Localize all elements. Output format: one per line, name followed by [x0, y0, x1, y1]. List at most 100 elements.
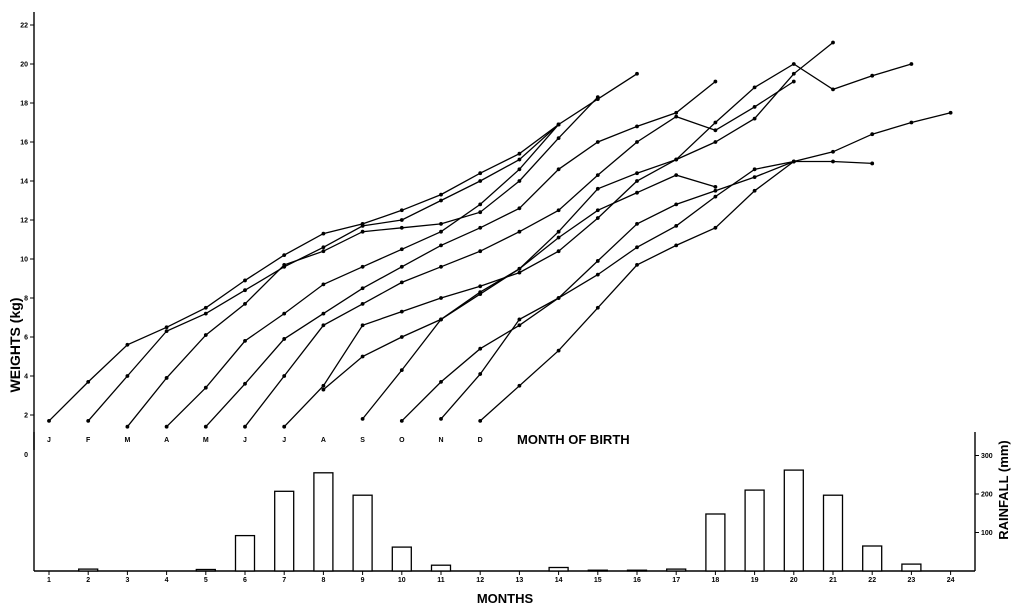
weight-data-point [125, 342, 130, 347]
weight-data-point [831, 149, 835, 154]
weight-series-5 [203, 79, 718, 429]
weight-data-point [595, 305, 600, 310]
weights-y-tick-label: 22 [20, 23, 28, 30]
rainfall-bar-16 [626, 569, 648, 572]
weight-data-point [321, 282, 326, 287]
weight-data-point [478, 202, 483, 207]
weight-data-point [282, 337, 287, 341]
weight-data-point [752, 105, 757, 109]
weight-data-point [399, 280, 404, 285]
weight-series-line [362, 174, 716, 420]
weight-data-point [399, 368, 404, 373]
weight-data-point [635, 222, 639, 226]
weight-data-point [517, 157, 522, 162]
weight-data-point [556, 296, 561, 300]
month-tick-label: 23 [908, 577, 916, 584]
weight-data-point [321, 383, 326, 388]
weight-data-point [360, 301, 365, 306]
month-tick-label: 14 [555, 577, 563, 584]
weight-data-point [282, 253, 287, 257]
weight-data-point [635, 171, 639, 176]
rainfall-bar-19 [744, 489, 765, 572]
weight-series-line [244, 80, 795, 428]
weight-data-point [282, 311, 287, 316]
weight-data-point [674, 114, 679, 119]
weight-data-point [439, 417, 443, 421]
weight-data-point [399, 309, 404, 314]
weights-y-tick-label: 18 [20, 101, 28, 108]
weight-data-point [635, 179, 639, 183]
weight-data-point [164, 325, 169, 330]
rainfall-bars-group [78, 469, 922, 572]
weight-data-point [203, 424, 208, 429]
weight-data-point [203, 385, 208, 390]
birth-month-label: J [47, 437, 51, 444]
weights-axes: 2 4 6 8 10 12 14 16 18 20 22 [20, 12, 35, 450]
weight-data-point [556, 249, 561, 254]
weight-data-point [321, 323, 326, 328]
weight-data-point [164, 329, 169, 334]
month-tick-label: 22 [868, 577, 876, 584]
month-tick-label: 17 [672, 577, 680, 584]
weight-data-point [86, 379, 91, 384]
weight-data-point [243, 288, 247, 293]
weight-data-point [399, 225, 404, 230]
weight-data-point [164, 376, 169, 380]
weight-data-point [870, 161, 875, 166]
weight-data-point [360, 354, 365, 359]
weights-y-tick-label: 20 [20, 62, 28, 69]
weight-data-point [674, 157, 679, 162]
weight-data-point [517, 179, 522, 183]
month-tick-label: 20 [790, 577, 798, 584]
rainfall-bar-2 [78, 568, 99, 572]
weight-data-point [870, 73, 875, 78]
weight-data-point [831, 40, 835, 45]
weight-data-point [478, 171, 483, 176]
weight-data-point [399, 208, 404, 213]
rainfall-bar-21 [822, 494, 844, 572]
weight-data-point [321, 245, 326, 250]
weight-data-point [321, 387, 326, 392]
weight-data-point [909, 62, 914, 66]
weight-data-point [870, 132, 875, 137]
month-tick-label: 15 [594, 577, 602, 584]
weight-series-10 [399, 110, 953, 423]
weight-data-point [282, 424, 287, 429]
weight-data-point [439, 243, 443, 248]
month-tick-label: 24 [947, 577, 955, 584]
weight-data-point [517, 266, 522, 271]
weight-data-point [439, 379, 443, 384]
weight-data-point [282, 374, 287, 378]
weight-series-group [47, 40, 953, 429]
weight-data-point [556, 208, 561, 213]
weight-data-point [635, 124, 639, 129]
weight-data-point [713, 188, 718, 193]
weight-data-point [517, 229, 522, 234]
weight-data-point [595, 173, 600, 178]
weight-data-point [478, 179, 483, 183]
weight-data-point [243, 424, 247, 429]
weight-data-point [399, 264, 404, 269]
weight-data-point [713, 184, 718, 189]
weight-series-2 [86, 122, 561, 423]
weight-data-point [556, 229, 561, 234]
weight-data-point [674, 243, 679, 248]
weight-data-point [243, 381, 247, 386]
month-tick-label: 11 [437, 577, 445, 584]
weight-data-point [399, 335, 404, 339]
weight-series-line [283, 41, 834, 428]
weight-data-point [478, 225, 483, 230]
birth-month-label: A [321, 437, 326, 444]
weight-series-3 [125, 95, 600, 429]
weights-y-tick-label: 2 [24, 413, 28, 420]
rainfall-bar-15 [587, 569, 608, 572]
weight-data-point [321, 231, 326, 236]
rainfall-bar-23 [901, 563, 922, 572]
birth-month-label: S [360, 437, 365, 444]
rainfall-axis-title: RAINFALL (mm) [996, 440, 1011, 539]
month-tick-label: 7 [282, 577, 286, 584]
birth-month-label: N [438, 437, 443, 444]
rainfall-bar-10 [391, 546, 412, 572]
weight-data-point [948, 110, 953, 115]
